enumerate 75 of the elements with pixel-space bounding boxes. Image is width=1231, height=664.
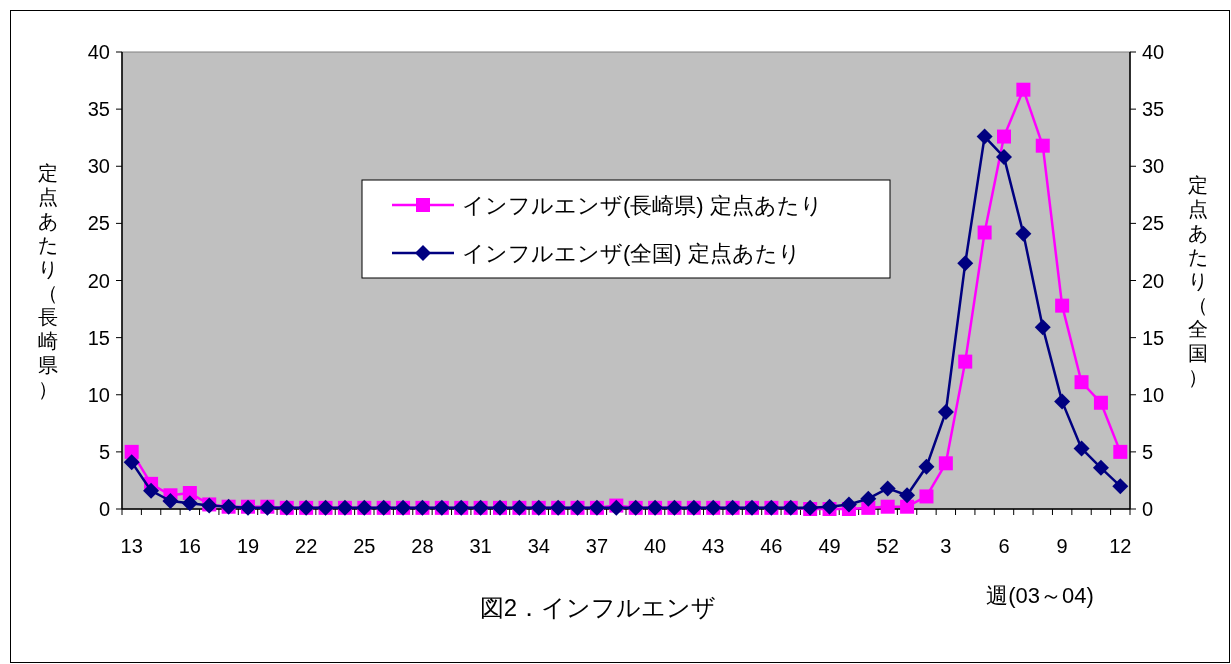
point — [162, 493, 179, 509]
y2-tick-label: 35 — [1142, 98, 1165, 121]
legend-label: インフルエンザ(全国) 定点あたり — [462, 241, 801, 266]
point — [1112, 478, 1129, 495]
point — [1074, 375, 1089, 390]
point — [977, 225, 992, 240]
x-tick-label: 12 — [1109, 535, 1132, 557]
y-tick-label: 30 — [87, 155, 110, 178]
point — [879, 480, 896, 497]
y-tick-label: 0 — [98, 498, 110, 520]
x-axis-title: 週(03～04) — [986, 583, 1094, 608]
point — [880, 499, 895, 514]
point — [821, 498, 838, 515]
point — [1034, 319, 1051, 336]
x-tick-label: 28 — [411, 535, 434, 557]
point — [919, 489, 934, 504]
text: 定点あたり（長崎県） — [38, 161, 58, 400]
y-tick-label: 40 — [87, 41, 110, 63]
point — [1113, 444, 1128, 459]
x-tick-label: 22 — [295, 535, 318, 557]
y-tick-label: 25 — [87, 212, 110, 235]
x-tick-label: 3 — [940, 535, 952, 557]
y-tick-label: 10 — [87, 383, 110, 406]
y2-tick-label: 40 — [1142, 41, 1165, 63]
point — [143, 482, 160, 499]
y-tick-label: 5 — [98, 440, 110, 463]
y-tick-label: 35 — [87, 98, 110, 121]
point — [957, 255, 974, 272]
x-tick-label: 37 — [585, 535, 609, 557]
y2-tick-label: 10 — [1142, 383, 1165, 406]
x-tick-label: 34 — [527, 535, 550, 557]
point — [918, 458, 935, 475]
point — [899, 487, 916, 504]
y2-tick-label: 20 — [1142, 269, 1165, 292]
x-tick-label: 43 — [702, 535, 725, 557]
x-tick-label: 25 — [353, 535, 376, 557]
x-tick-label: 19 — [236, 535, 260, 557]
point — [840, 496, 857, 513]
point — [1035, 138, 1050, 153]
x-tick-label: 46 — [760, 535, 783, 557]
point — [1054, 393, 1071, 410]
x-tick-label: 13 — [120, 535, 143, 557]
text: 定点あたり（全国） — [1188, 173, 1208, 388]
point — [900, 499, 915, 514]
point — [1055, 298, 1070, 313]
x-tick-label: 31 — [469, 535, 492, 557]
x-tick-label: 9 — [1056, 535, 1068, 557]
text: 図2．インフルエンザ — [479, 594, 717, 621]
x-tick-label: 16 — [178, 535, 201, 557]
point — [997, 129, 1011, 144]
y2-tick-label: 30 — [1142, 155, 1165, 178]
x-tick-label: 40 — [643, 535, 667, 557]
point — [1093, 395, 1108, 410]
y-tick-label: 20 — [87, 269, 110, 292]
legend-label: インフルエンザ(長崎県) 定点あたり — [462, 193, 823, 218]
point — [1015, 225, 1032, 242]
y2-tick-label: 25 — [1142, 212, 1165, 235]
y2-tick-label: 5 — [1142, 440, 1154, 463]
point — [938, 456, 953, 471]
point — [860, 490, 877, 507]
x-tick-label: 52 — [876, 535, 899, 557]
point — [958, 354, 973, 369]
y2-tick-label: 0 — [1142, 498, 1154, 520]
point — [1016, 82, 1031, 97]
point — [937, 403, 954, 420]
point — [1073, 440, 1090, 457]
point — [181, 495, 198, 512]
point — [123, 454, 140, 471]
x-tick-label: 6 — [998, 535, 1010, 557]
point — [1092, 459, 1109, 476]
x-tick-label: 49 — [818, 535, 841, 557]
y-tick-label: 15 — [87, 326, 110, 349]
y2-tick-label: 15 — [1142, 326, 1165, 349]
point — [976, 128, 993, 145]
point — [996, 149, 1012, 166]
